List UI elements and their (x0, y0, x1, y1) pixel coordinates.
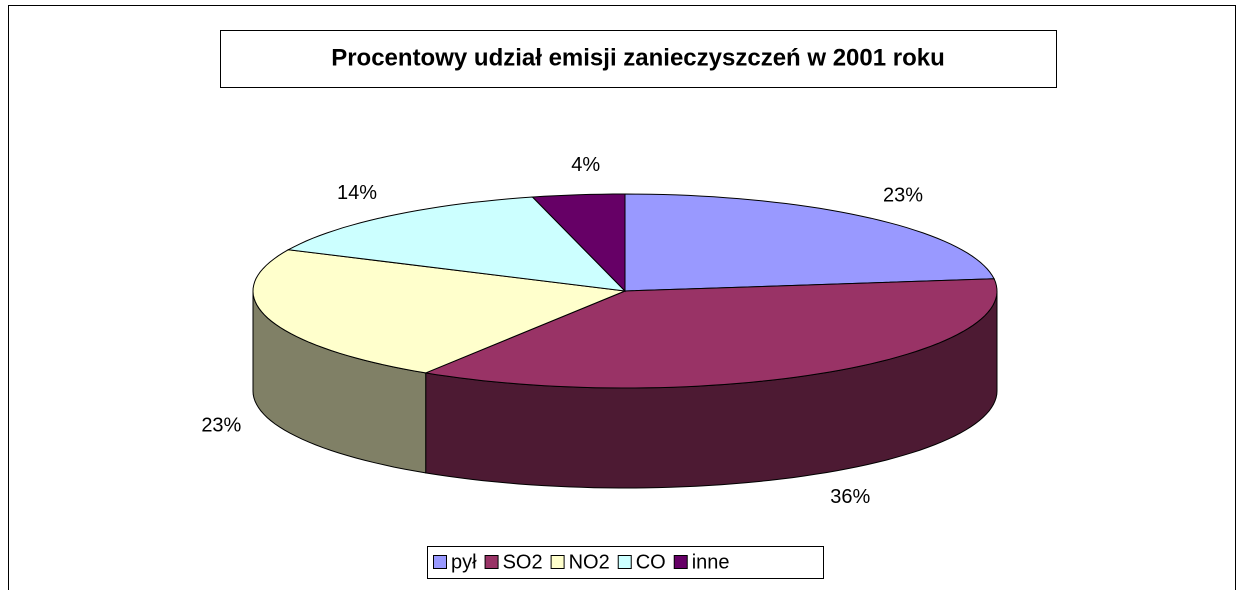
legend-label: SO2 (503, 551, 543, 573)
chart-title: Procentowy udział emisji zanieczyszczeń … (331, 44, 945, 71)
title-box (220, 30, 1057, 88)
data-label: 14% (337, 182, 377, 204)
legend-swatch (550, 555, 565, 569)
pie-slice (531, 193, 626, 293)
legend-label: pył (451, 551, 477, 573)
data-label: 4% (571, 154, 600, 176)
pie-slice (286, 196, 627, 292)
legend-label: inne (692, 551, 730, 573)
pie-slice (624, 193, 995, 292)
pie (252, 193, 998, 489)
legend-swatch (484, 555, 499, 569)
pie-slice (423, 278, 998, 389)
legend-swatch (673, 555, 688, 569)
data-label: 23% (201, 414, 241, 436)
legend-swatch (433, 555, 447, 569)
legend-label: NO2 (569, 551, 610, 573)
pie-slice (252, 249, 627, 374)
legend-label: CO (636, 551, 666, 573)
data-label: 36% (830, 486, 870, 508)
legend-swatch (617, 555, 632, 569)
data-label: 23% (883, 185, 923, 207)
